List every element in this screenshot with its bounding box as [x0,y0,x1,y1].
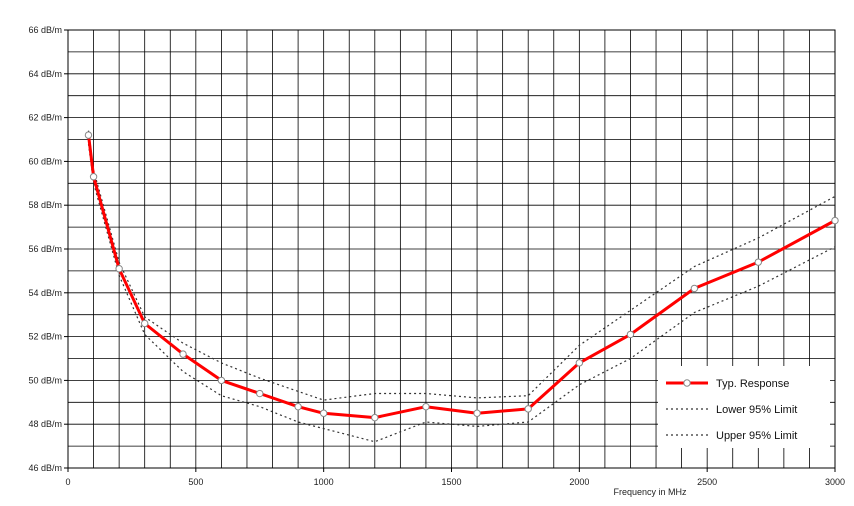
x-tick-label: 3000 [825,477,845,487]
data-point-marker [754,258,762,266]
x-axis-title: Frequency in MHz [613,487,687,497]
legend: Typ. Response Lower 95% Limit Upper 95% Li… [658,366,830,448]
y-tick-label: 56 dB/m [28,244,62,254]
series-line-typ-response [87,134,836,420]
y-tick-label: 48 dB/m [28,419,62,429]
x-tick-label: 0 [65,477,70,487]
data-point-marker [115,265,123,273]
data-point-marker [294,402,302,411]
y-tick-label: 64 dB/m [28,69,62,79]
series-layer [84,130,839,443]
data-point-marker [89,173,98,181]
y-tick-label: 66 dB/m [28,25,62,35]
legend-label: Lower 95% Limit [716,404,797,416]
series-line-upper-95-limit [87,130,836,401]
x-tick-label: 2000 [569,477,589,487]
y-tick-label: 54 dB/m [28,288,62,298]
data-point-marker [179,350,187,358]
y-axis-ticks: 46 dB/m 48 dB/m 50 dB/m 52 dB/m 54 dB/m 56 dB… [28,25,68,473]
data-point-marker [690,284,699,293]
data-point-marker [84,131,93,139]
data-point-marker [422,402,430,411]
x-tick-label: 1500 [441,477,461,487]
data-point-marker [141,319,149,328]
x-tick-label: 2500 [697,477,717,487]
data-point-marker [831,216,839,225]
data-point-marker [626,330,635,339]
legend-label: Typ. Response [716,378,789,390]
data-point-marker [319,409,328,417]
data-point-marker [575,359,584,367]
x-tick-label: 1000 [314,477,334,487]
data-point-marker [371,413,379,422]
series-line-lower-95-limit [87,143,836,443]
data-point-marker [256,389,264,398]
y-tick-label: 58 dB/m [28,200,62,210]
data-point-marker [524,405,532,413]
data-point-marker [473,409,481,417]
x-axis-ticks: 0 500 1000 1500 2000 2500 3000 [65,468,845,487]
y-tick-label: 52 dB/m [28,332,62,342]
y-tick-label: 62 dB/m [28,113,62,123]
y-tick-label: 60 dB/m [28,156,62,166]
data-point-marker [217,376,226,385]
legend-label: Upper 95% Limit [716,430,797,442]
y-tick-label: 46 dB/m [28,463,62,473]
legend-marker [683,379,691,387]
y-tick-label: 50 dB/m [28,375,62,385]
x-tick-label: 500 [188,477,203,487]
